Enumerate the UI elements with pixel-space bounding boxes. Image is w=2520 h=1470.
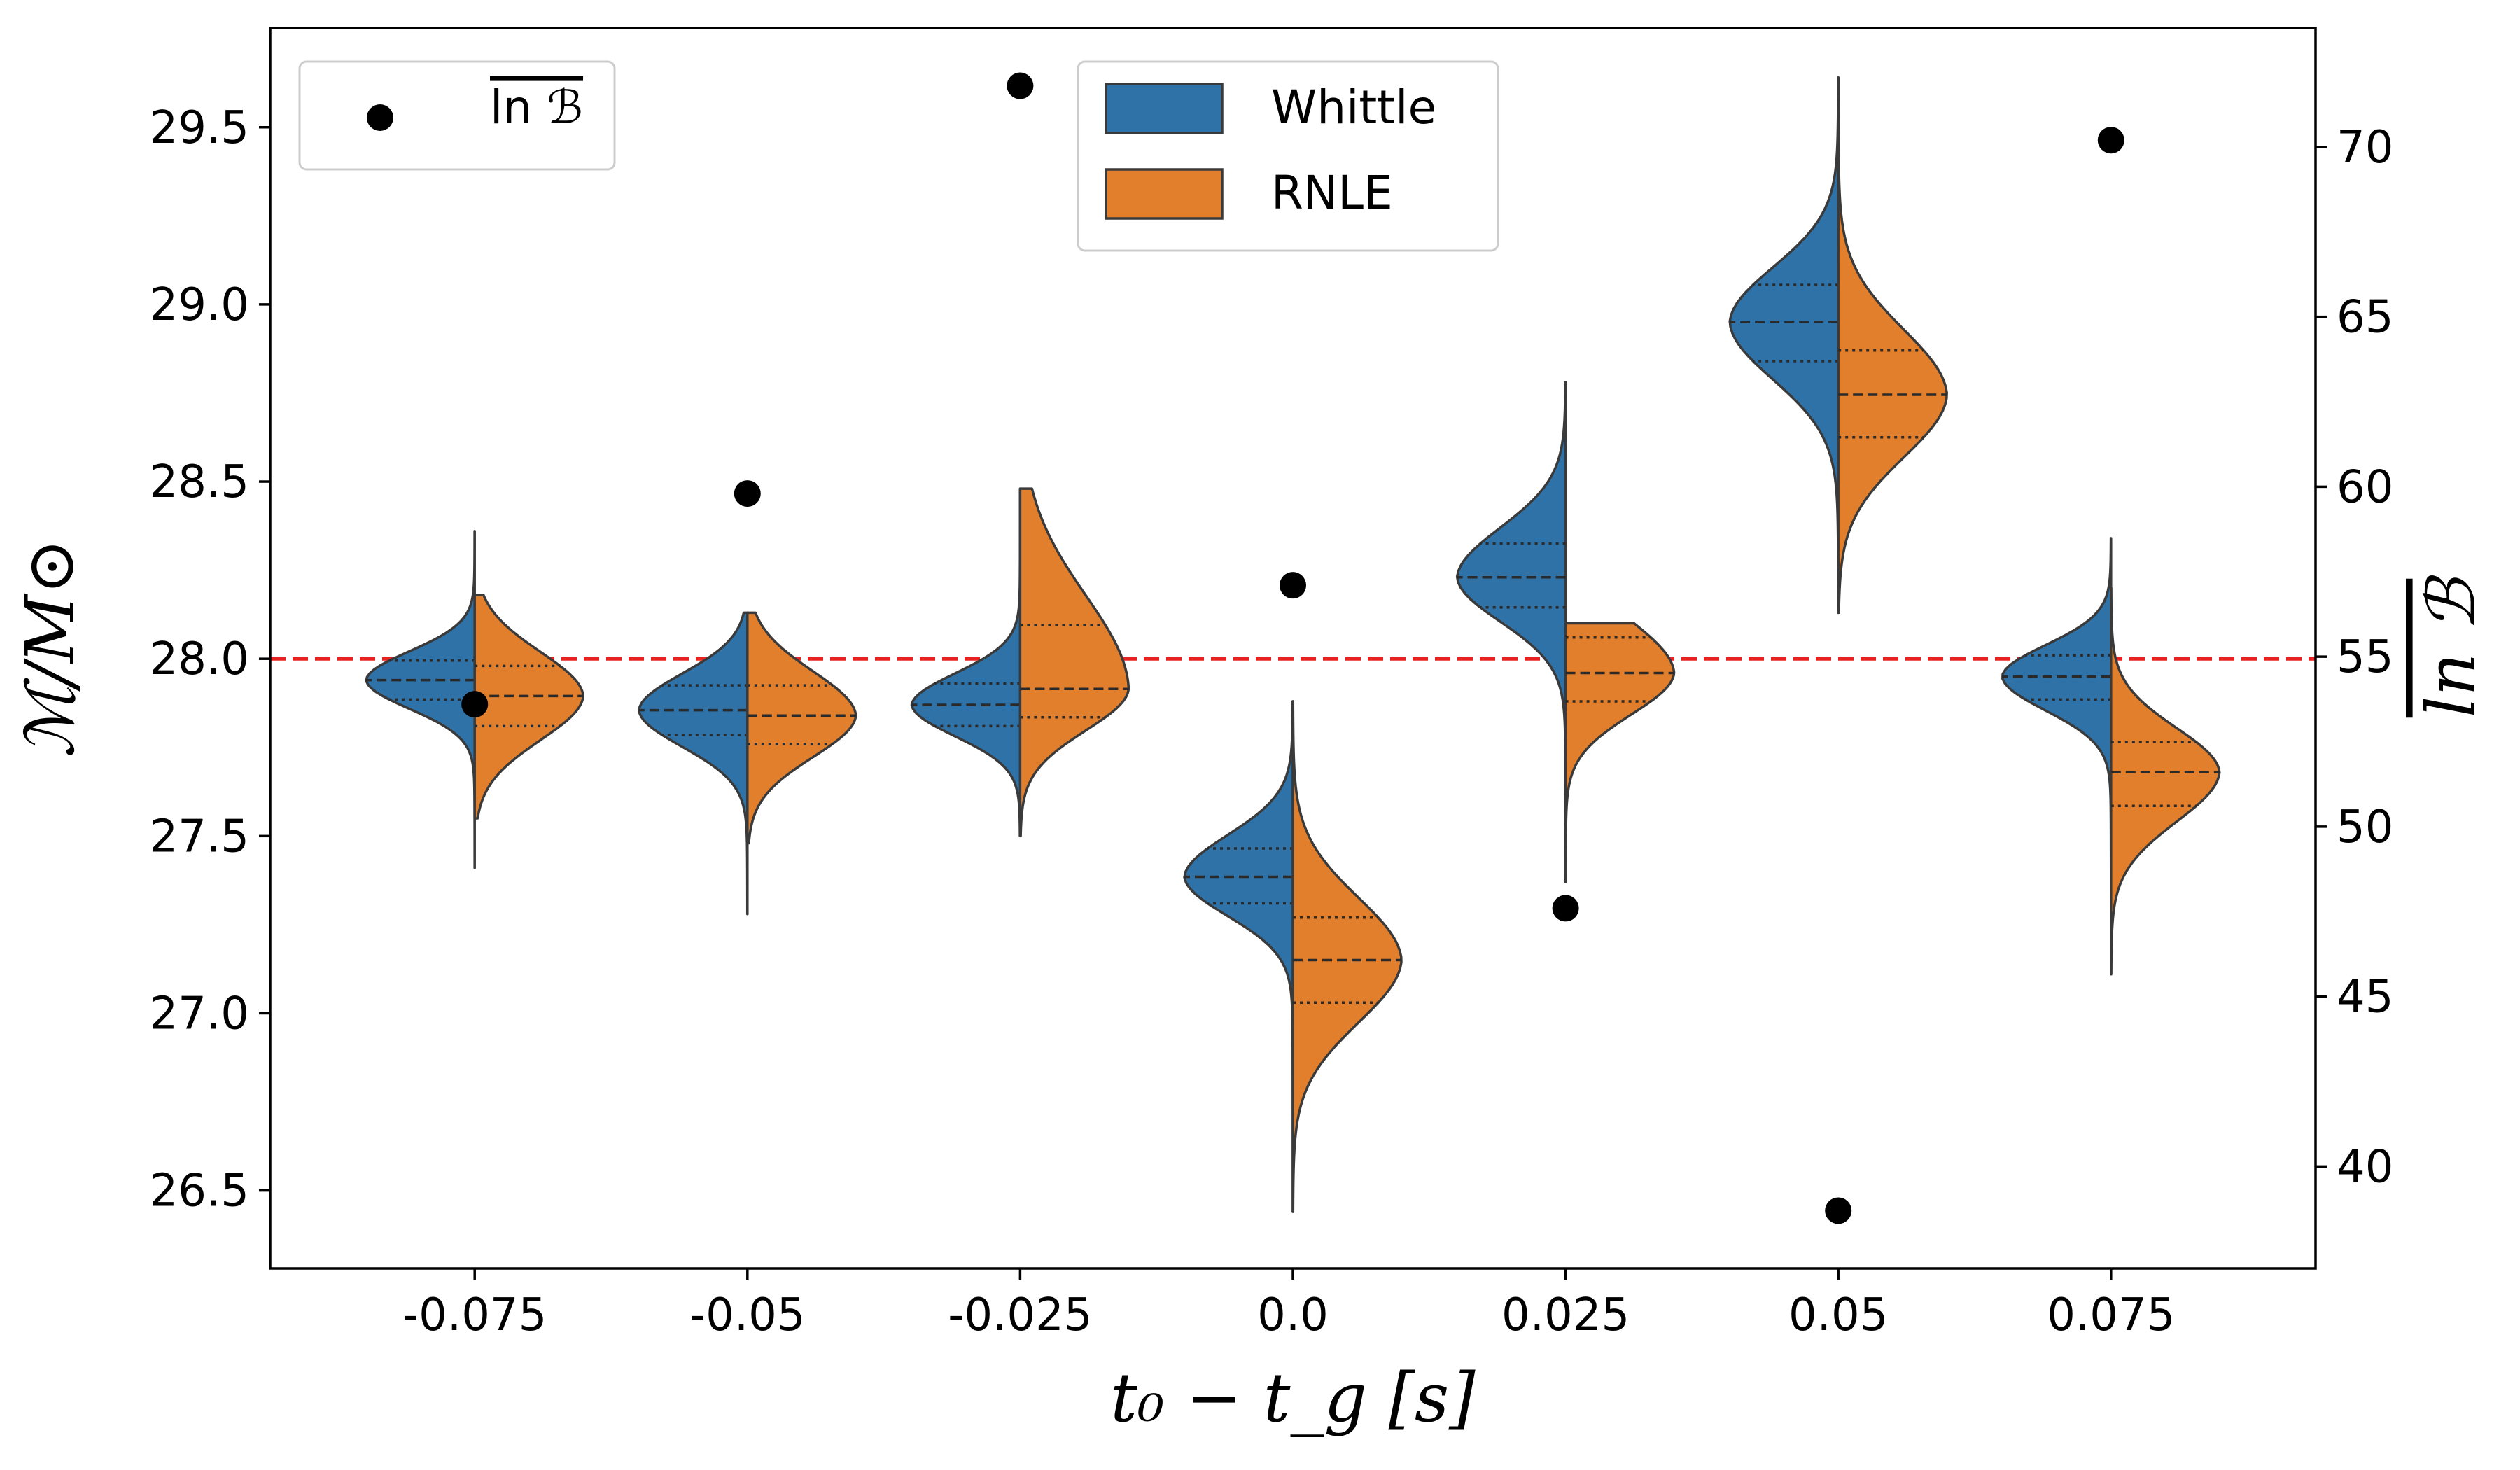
scatter-layer — [461, 72, 2124, 1224]
x-tick-label-5: 0.05 — [1788, 1289, 1889, 1341]
y-tick-label-3: 28.0 — [150, 634, 250, 685]
y-tick-label-2: 27.5 — [150, 811, 250, 862]
x-tick-label-1: -0.05 — [690, 1289, 806, 1341]
x-axis: -0.075 -0.05 -0.025 0.0 0.025 0.05 0.075 — [402, 1268, 2175, 1341]
lnb-point-2 — [1007, 72, 1034, 99]
y2-axis-title: ln ℬ — [2412, 574, 2491, 718]
y-axis-right: 40 45 50 55 60 65 70 — [2316, 122, 2393, 1193]
x-tick-label-2: -0.025 — [948, 1289, 1092, 1341]
x-axis-title: t₀ − t_g [s] — [1110, 1359, 1476, 1437]
x-tick-label-0: -0.075 — [402, 1289, 547, 1341]
y-tick-label-4: 28.5 — [150, 456, 250, 508]
axis-titles: t₀ − t_g [s] ℳ/M⊙ ln ℬ — [11, 538, 2491, 1437]
y2-tick-label-1: 45 — [2337, 972, 2393, 1023]
lnb-point-0 — [461, 691, 489, 718]
y-axis-title: ℳ/M⊙ — [11, 538, 90, 758]
lnb-point-5 — [1825, 1197, 1852, 1224]
y2-tick-label-3: 55 — [2337, 631, 2393, 683]
legend-swatch-rnle — [1105, 168, 1224, 220]
x-tick-label-4: 0.025 — [1502, 1289, 1630, 1341]
violin-whittle-1 — [638, 611, 749, 916]
x-tick-label-6: 0.075 — [2047, 1289, 2175, 1341]
y-axis-left: 26.5 27.0 27.5 28.0 28.5 29.0 29.5 — [150, 102, 270, 1217]
violin-rnle-2 — [1018, 487, 1130, 838]
y2-tick-label-2: 50 — [2337, 802, 2393, 853]
lnb-point-6 — [2097, 127, 2124, 154]
y2-tick-label-6: 70 — [2337, 122, 2393, 174]
y-tick-label-0: 26.5 — [150, 1166, 250, 1217]
legend-swatch-whittle — [1105, 83, 1224, 134]
y2-tick-label-5: 65 — [2337, 292, 2393, 344]
y-tick-label-6: 29.5 — [150, 102, 250, 154]
lnb-point-1 — [734, 480, 761, 507]
violin-layer — [365, 76, 2221, 1213]
y2-tick-label-0: 40 — [2337, 1141, 2393, 1193]
violin-rnle-5 — [1837, 76, 1948, 615]
x-tick-label-3: 0.0 — [1257, 1289, 1329, 1341]
legend-scatter-label: ln ℬ — [490, 80, 583, 134]
lnb-point-4 — [1552, 895, 1579, 922]
legends: ln ℬ Whittle RNLE — [298, 60, 1499, 252]
y2-tick-label-4: 60 — [2337, 461, 2393, 513]
legend-label-whittle: Whittle — [1271, 80, 1436, 134]
violin-rnle-0 — [473, 594, 584, 820]
y-tick-label-1: 27.0 — [150, 988, 250, 1040]
violin-rnle-1 — [746, 611, 858, 845]
violin-rnle-4 — [1564, 622, 1676, 883]
y-tick-label-5: 29.0 — [150, 279, 250, 331]
legend-label-rnle: RNLE — [1271, 166, 1393, 220]
legend-scatter-marker — [367, 104, 393, 131]
violin-rnle-6 — [2110, 587, 2221, 976]
legend-scatter-box — [298, 60, 616, 171]
lnb-point-3 — [1280, 572, 1306, 599]
violin-rnle-3 — [1292, 700, 1403, 1213]
